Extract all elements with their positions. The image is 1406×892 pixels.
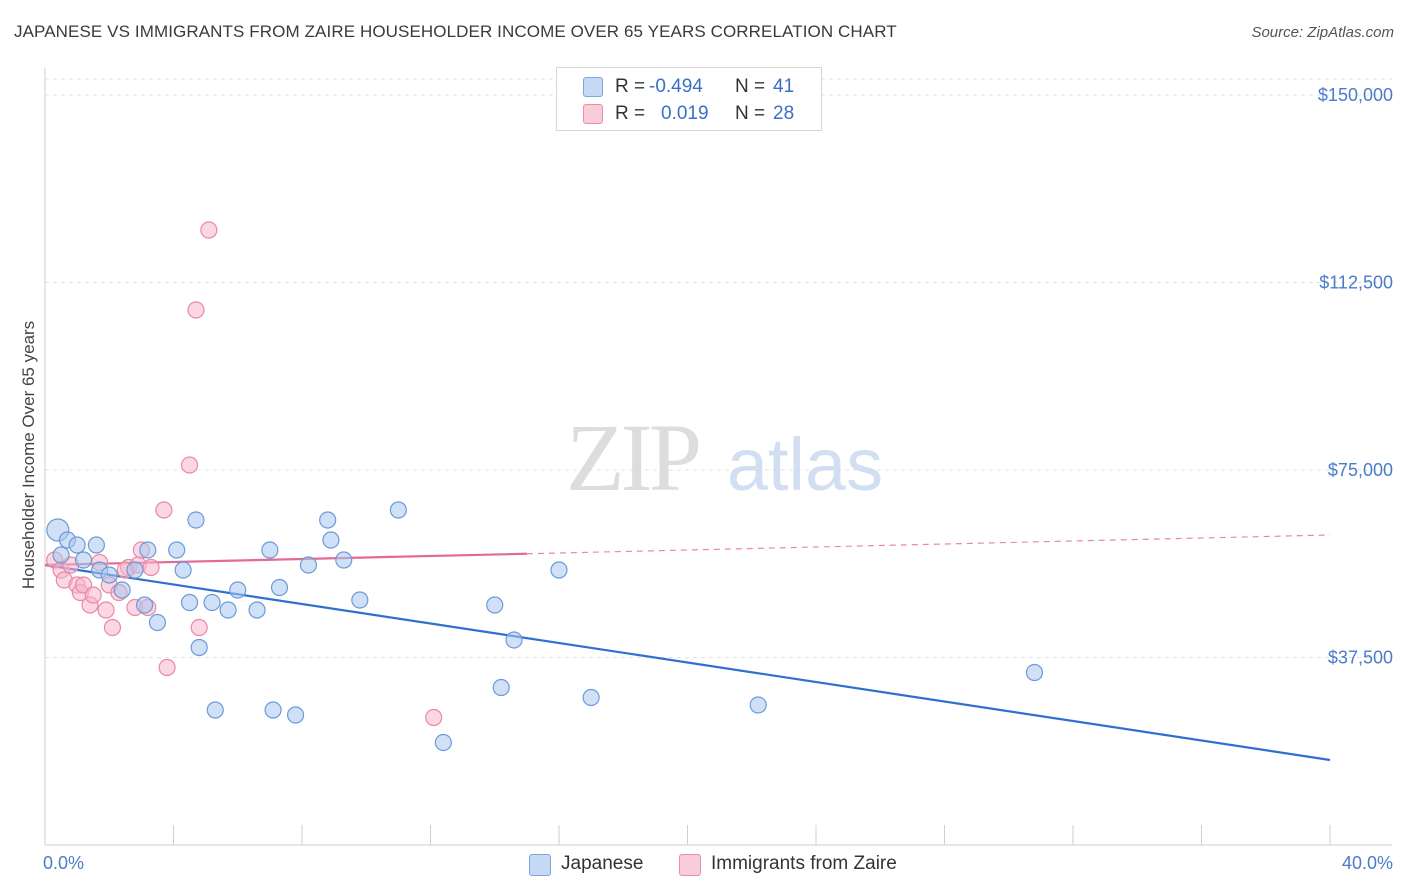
stats-legend: R = -0.494 N = 41 R = 0.019 N = 28 <box>556 67 822 131</box>
legend-swatch-japanese <box>529 854 551 876</box>
point-japanese <box>52 546 70 564</box>
r-label: R = <box>615 76 646 97</box>
n-value-japanese: 41 <box>773 76 795 97</box>
point-japanese <box>319 511 337 529</box>
point-japanese <box>203 593 221 612</box>
point-japanese <box>219 601 237 619</box>
legend-label-japanese: Japanese <box>561 853 644 874</box>
n-label: N = <box>735 76 766 97</box>
point-japanese <box>100 566 118 584</box>
point-japanese <box>389 501 407 519</box>
point-japanese <box>180 593 199 612</box>
point-japanese <box>174 561 192 579</box>
point-japanese <box>486 596 504 614</box>
point-japanese <box>248 601 266 619</box>
r-value-zaire: 0.019 <box>661 103 709 124</box>
trend-line-japanese <box>44 563 1331 762</box>
point-japanese <box>264 701 282 719</box>
point-immigrants-from-zaire <box>190 618 208 637</box>
x-tick-label-max: 40.0% <box>1342 853 1393 873</box>
point-japanese <box>229 581 247 599</box>
point-immigrants-from-zaire <box>187 301 205 319</box>
point-japanese <box>335 551 353 569</box>
point-japanese <box>550 561 568 579</box>
point-japanese <box>286 706 305 724</box>
y-tick-label: $112,500 <box>1319 273 1393 293</box>
chart-source: Source: ZipAtlas.com <box>1251 24 1394 41</box>
point-japanese <box>434 733 452 752</box>
point-japanese <box>74 551 93 569</box>
watermark-zip: ZIP <box>566 404 699 511</box>
point-immigrants-from-zaire <box>84 586 102 604</box>
legend-swatch-zaire <box>583 104 603 124</box>
y-tick-label: $150,000 <box>1318 85 1393 105</box>
point-immigrants-from-zaire <box>97 601 115 619</box>
point-japanese <box>135 596 154 614</box>
gridlines <box>45 78 1392 658</box>
point-japanese <box>190 638 208 657</box>
y-tick-label: $75,000 <box>1328 460 1393 480</box>
trend-line-immigrants-from-zaire-dashed <box>526 534 1331 555</box>
point-japanese <box>492 678 510 697</box>
n-value-zaire: 28 <box>773 103 795 124</box>
point-immigrants-from-zaire <box>155 501 173 519</box>
data-points <box>46 221 1044 752</box>
watermark-atlas: atlas <box>727 423 883 506</box>
y-tick-label: $37,500 <box>1328 648 1393 668</box>
point-japanese <box>749 696 767 714</box>
point-japanese <box>261 541 279 559</box>
point-japanese <box>139 541 157 559</box>
y-axis-label: Householder Income Over 65 years <box>19 321 38 589</box>
legend-label-zaire: Immigrants from Zaire <box>711 853 897 874</box>
point-japanese <box>351 591 369 609</box>
legend-swatch-zaire <box>679 854 701 876</box>
point-immigrants-from-zaire <box>180 456 199 474</box>
axes <box>44 68 1392 846</box>
point-japanese <box>113 581 131 599</box>
n-label: N = <box>735 103 766 124</box>
point-japanese <box>582 688 600 707</box>
point-japanese <box>1025 663 1044 682</box>
x-tick-label-min: 0.0% <box>43 853 84 873</box>
legend-swatch-japanese <box>583 77 603 97</box>
r-value-japanese: -0.494 <box>649 76 703 97</box>
point-japanese <box>206 701 224 719</box>
point-japanese <box>322 531 340 549</box>
trend-lines <box>44 534 1331 762</box>
point-japanese <box>148 613 167 632</box>
r-label: R = <box>615 103 646 124</box>
point-immigrants-from-zaire <box>142 558 160 577</box>
point-immigrants-from-zaire <box>425 708 443 727</box>
point-japanese <box>270 578 289 597</box>
tick-labels: $37,500 $75,000 $112,500 $150,000 0.0% 40.0% <box>43 85 1393 873</box>
point-japanese <box>505 631 523 649</box>
point-japanese <box>187 511 205 529</box>
trend-line-immigrants-from-zaire <box>44 552 527 567</box>
point-immigrants-from-zaire <box>158 658 176 677</box>
point-japanese <box>68 536 86 554</box>
point-japanese <box>87 536 106 554</box>
point-japanese <box>299 556 318 574</box>
watermark: ZIP atlas <box>566 404 883 511</box>
chart-title: JAPANESE VS IMMIGRANTS FROM ZAIRE HOUSEH… <box>14 22 897 41</box>
point-immigrants-from-zaire <box>200 221 218 239</box>
point-immigrants-from-zaire <box>103 618 122 637</box>
point-japanese <box>168 541 186 559</box>
point-japanese <box>126 561 144 579</box>
